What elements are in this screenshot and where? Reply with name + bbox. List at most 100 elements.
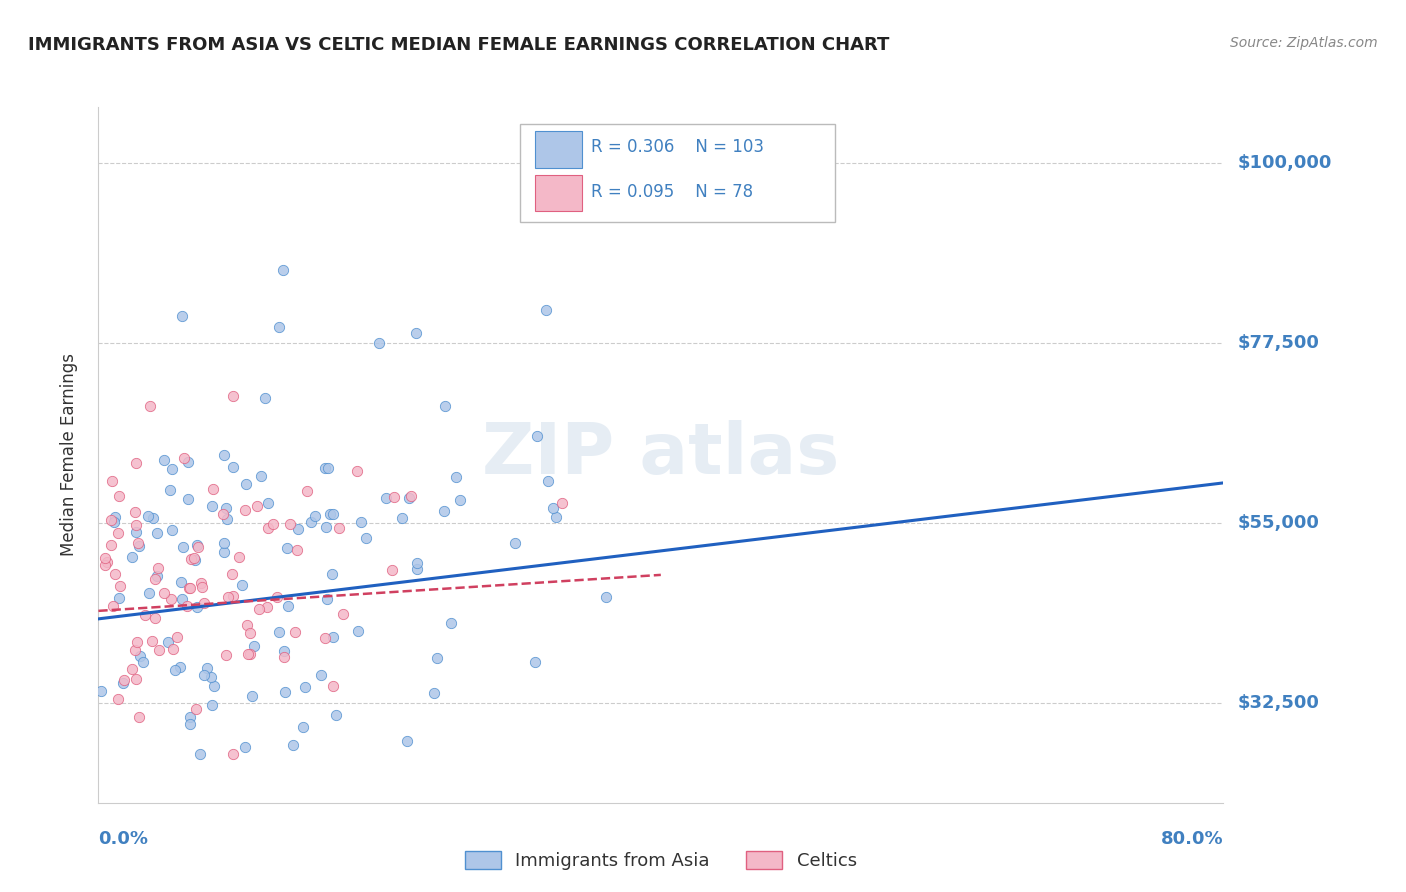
Text: 80.0%: 80.0% [1160, 830, 1223, 847]
Point [534, 302, 557, 317]
Point [233, 503, 256, 517]
Point [190, 576, 212, 591]
Point [153, 453, 176, 467]
Point [170, 592, 193, 607]
Point [177, 455, 200, 469]
Point [537, 474, 560, 488]
Point [107, 489, 129, 503]
Point [145, 610, 167, 624]
Point [368, 336, 391, 351]
Point [249, 469, 271, 483]
Point [191, 580, 214, 594]
Point [304, 508, 326, 523]
Point [172, 540, 194, 554]
Point [398, 491, 420, 505]
Point [316, 592, 339, 607]
Text: IMMIGRANTS FROM ASIA VS CELTIC MEDIAN FEMALE EARNINGS CORRELATION CHART: IMMIGRANTS FROM ASIA VS CELTIC MEDIAN FE… [28, 36, 890, 54]
Point [215, 512, 238, 526]
Point [160, 592, 183, 607]
Point [273, 649, 295, 664]
Point [444, 470, 467, 484]
Point [214, 449, 236, 463]
Point [595, 591, 617, 605]
Legend: Immigrants from Asia, Celtics: Immigrants from Asia, Celtics [458, 844, 863, 877]
Point [215, 501, 238, 516]
Point [215, 648, 238, 663]
Point [108, 591, 131, 606]
Point [143, 572, 166, 586]
Point [269, 320, 291, 334]
Point [162, 523, 184, 537]
Point [285, 543, 308, 558]
Point [246, 499, 269, 513]
Point [96, 555, 118, 569]
Point [269, 625, 291, 640]
Point [322, 507, 344, 521]
Point [236, 617, 259, 632]
Point [356, 531, 378, 545]
Point [382, 490, 405, 504]
Point [239, 647, 262, 661]
Point [236, 647, 259, 661]
Point [233, 739, 256, 754]
Point [124, 524, 146, 539]
Point [201, 500, 224, 514]
Point [214, 545, 236, 559]
Point [159, 483, 181, 497]
Point [193, 667, 215, 681]
Point [188, 747, 211, 762]
Point [228, 550, 250, 565]
Point [381, 563, 404, 577]
Point [179, 710, 201, 724]
Text: Source: ZipAtlas.com: Source: ZipAtlas.com [1230, 36, 1378, 50]
Point [399, 489, 422, 503]
Point [165, 663, 187, 677]
Point [112, 675, 135, 690]
Point [314, 460, 336, 475]
Point [138, 509, 160, 524]
Text: $77,500: $77,500 [1237, 334, 1319, 352]
Point [292, 721, 315, 735]
Point [222, 389, 245, 403]
Point [314, 631, 336, 645]
FancyBboxPatch shape [520, 124, 835, 222]
Text: $55,000: $55,000 [1237, 514, 1319, 532]
Point [315, 520, 337, 534]
Point [172, 309, 194, 323]
Point [346, 464, 368, 478]
Point [243, 639, 266, 653]
Point [423, 686, 446, 700]
Point [112, 673, 135, 687]
Point [121, 549, 143, 564]
Point [125, 672, 148, 686]
Text: 0.0%: 0.0% [98, 830, 149, 847]
Point [276, 541, 298, 556]
Point [180, 552, 202, 566]
Point [374, 491, 396, 505]
Point [139, 400, 162, 414]
Point [173, 450, 195, 465]
Point [526, 429, 548, 443]
Point [104, 510, 127, 524]
Point [211, 507, 233, 521]
Point [287, 522, 309, 536]
Point [127, 535, 149, 549]
Point [316, 460, 339, 475]
Point [202, 679, 225, 693]
Point [434, 399, 457, 413]
Point [257, 496, 280, 510]
Point [262, 517, 284, 532]
FancyBboxPatch shape [534, 131, 582, 168]
Point [449, 492, 471, 507]
Point [221, 567, 243, 582]
Point [146, 560, 169, 574]
Point [138, 586, 160, 600]
Point [319, 507, 342, 521]
Point [214, 536, 236, 550]
Point [108, 579, 131, 593]
Point [100, 513, 122, 527]
Point [170, 574, 193, 589]
Point [328, 521, 350, 535]
Point [90, 684, 112, 698]
Point [195, 661, 218, 675]
